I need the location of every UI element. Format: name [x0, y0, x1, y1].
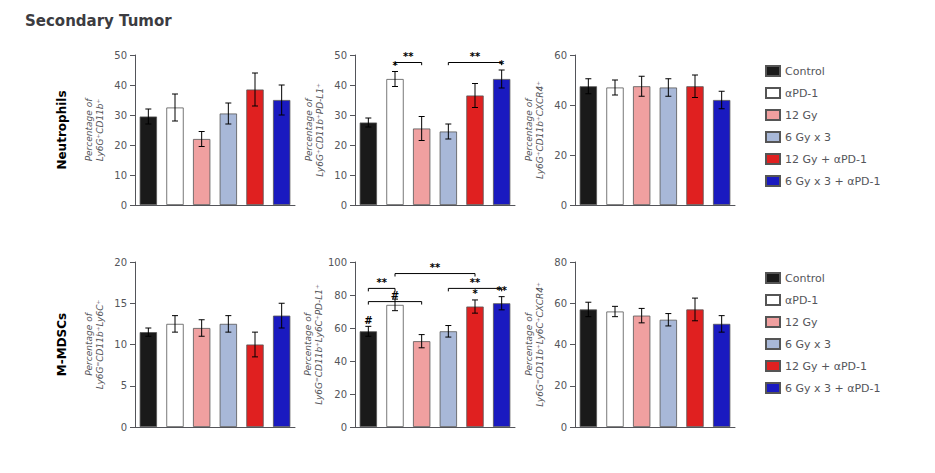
svg-text:6 Gy x 3: 6 Gy x 3: [785, 131, 831, 144]
svg-text:αPD-1: αPD-1: [785, 87, 818, 100]
svg-text:Ly6G⁺CD11b⁺CXCR4⁺: Ly6G⁺CD11b⁺CXCR4⁺: [535, 81, 545, 179]
svg-text:Ly6G⁼CD11b⁺Ly6C⁺: Ly6G⁼CD11b⁺Ly6C⁺: [95, 300, 105, 390]
svg-text:Ly6G⁺CD11b⁺PD-L1⁺: Ly6G⁺CD11b⁺PD-L1⁺: [315, 83, 325, 177]
svg-text:**: **: [430, 262, 441, 273]
svg-text:30: 30: [334, 110, 347, 121]
svg-text:Percentage of: Percentage of: [304, 97, 314, 162]
svg-text:12 Gy + αPD-1: 12 Gy + αPD-1: [785, 153, 867, 166]
svg-text:Ly6G⁺CD11b⁺: Ly6G⁺CD11b⁺: [95, 98, 105, 161]
svg-text:M-MDSCs: M-MDSCs: [55, 313, 69, 376]
svg-text:**: **: [470, 277, 481, 288]
svg-text:50: 50: [334, 50, 347, 61]
svg-text:0: 0: [341, 422, 347, 433]
svg-text:20: 20: [554, 150, 567, 161]
svg-text:Percentage of: Percentage of: [524, 311, 534, 376]
svg-text:60: 60: [554, 50, 567, 61]
svg-text:10: 10: [114, 170, 127, 181]
svg-text:6 Gy x 3 + αPD-1: 6 Gy x 3 + αPD-1: [785, 382, 881, 395]
svg-text:Percentage of: Percentage of: [303, 311, 313, 376]
svg-text:Percentage of: Percentage of: [84, 97, 94, 162]
svg-text:**: **: [496, 285, 507, 296]
svg-text:0: 0: [121, 422, 127, 433]
svg-text:60: 60: [334, 323, 347, 334]
svg-text:20: 20: [554, 380, 567, 391]
svg-text:12 Gy: 12 Gy: [785, 316, 818, 329]
svg-text:Ly6G⁼CD11b⁺Ly6C⁺PD-L1⁺: Ly6G⁼CD11b⁺Ly6C⁺PD-L1⁺: [314, 284, 324, 405]
svg-text:10: 10: [334, 170, 347, 181]
svg-text:100: 100: [328, 257, 347, 268]
svg-text:0: 0: [561, 200, 567, 211]
svg-text:**: **: [470, 51, 481, 62]
svg-text:30: 30: [114, 110, 127, 121]
svg-text:12 Gy: 12 Gy: [785, 109, 818, 122]
svg-text:15: 15: [114, 298, 127, 309]
svg-text:6 Gy x 3: 6 Gy x 3: [785, 338, 831, 351]
svg-text:20: 20: [114, 257, 127, 268]
svg-text:αPD-1: αPD-1: [785, 294, 818, 307]
svg-text:50: 50: [114, 50, 127, 61]
svg-text:80: 80: [554, 257, 567, 268]
svg-text:12 Gy + αPD-1: 12 Gy + αPD-1: [785, 360, 867, 373]
svg-text:Percentage of: Percentage of: [524, 97, 534, 162]
svg-text:5: 5: [121, 380, 127, 391]
svg-text:20: 20: [114, 140, 127, 151]
svg-text:40: 40: [554, 339, 567, 350]
svg-text:**: **: [403, 51, 414, 62]
svg-text:#: #: [364, 315, 372, 326]
svg-text:*: *: [392, 60, 398, 71]
svg-text:**: **: [376, 277, 387, 288]
svg-text:20: 20: [334, 389, 347, 400]
svg-text:Percentage of: Percentage of: [84, 311, 94, 376]
svg-text:40: 40: [334, 356, 347, 367]
svg-text:40: 40: [114, 80, 127, 91]
svg-text:80: 80: [334, 290, 347, 301]
svg-text:40: 40: [334, 80, 347, 91]
svg-text:*: *: [499, 59, 505, 70]
svg-text:6 Gy x 3 + αPD-1: 6 Gy x 3 + αPD-1: [785, 175, 881, 188]
svg-text:Secondary Tumor: Secondary Tumor: [25, 12, 172, 30]
svg-text:60: 60: [554, 298, 567, 309]
svg-text:0: 0: [121, 200, 127, 211]
svg-text:#: #: [391, 290, 399, 301]
svg-text:0: 0: [561, 422, 567, 433]
svg-text:Control: Control: [785, 65, 825, 78]
svg-text:20: 20: [334, 140, 347, 151]
svg-text:Ly6G⁼CD11b⁺Ly6C⁺CXCR4⁺: Ly6G⁼CD11b⁺Ly6C⁺CXCR4⁺: [535, 282, 545, 407]
svg-text:0: 0: [341, 200, 347, 211]
svg-text:Control: Control: [785, 272, 825, 285]
svg-text:Neutrophils: Neutrophils: [55, 90, 69, 169]
svg-text:40: 40: [554, 100, 567, 111]
svg-text:*: *: [472, 288, 478, 299]
svg-text:10: 10: [114, 339, 127, 350]
